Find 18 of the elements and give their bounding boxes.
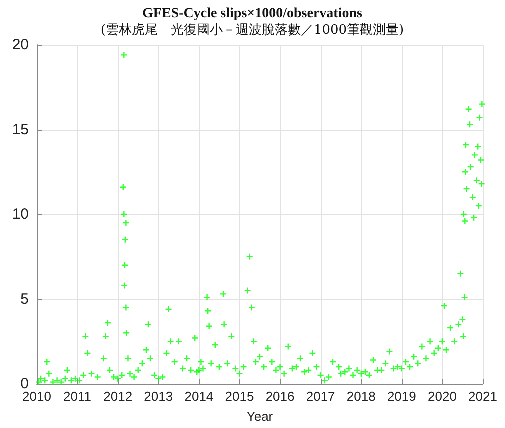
chart-subtitle: (雲林虎尾 光復國小－週波脫落數／1000筆觀測量) (100, 23, 404, 38)
y-tick-label: 20 (12, 36, 29, 54)
x-tick-label: 2017 (306, 389, 336, 404)
x-tick-label: 2012 (104, 389, 133, 404)
x-axis-title: Year (246, 409, 274, 424)
x-tick-label: 2018 (346, 389, 376, 404)
y-tick-label: 5 (20, 290, 29, 308)
x-tick-label: 2011 (64, 389, 92, 404)
x-tick-label: 2020 (428, 389, 457, 404)
x-tick-label: 2016 (266, 389, 295, 404)
y-tick-label: 10 (12, 206, 29, 223)
y-tick-label: 15 (12, 121, 29, 138)
x-tick-label: 2019 (387, 389, 416, 404)
x-tick-label: 2013 (144, 389, 174, 404)
x-tick-label: 2021 (468, 389, 498, 404)
x-tick-label: 2015 (225, 389, 254, 404)
x-tick-label: 2014 (184, 389, 214, 404)
chart-title: GFES-Cycle slips×1000/observations (142, 6, 364, 22)
